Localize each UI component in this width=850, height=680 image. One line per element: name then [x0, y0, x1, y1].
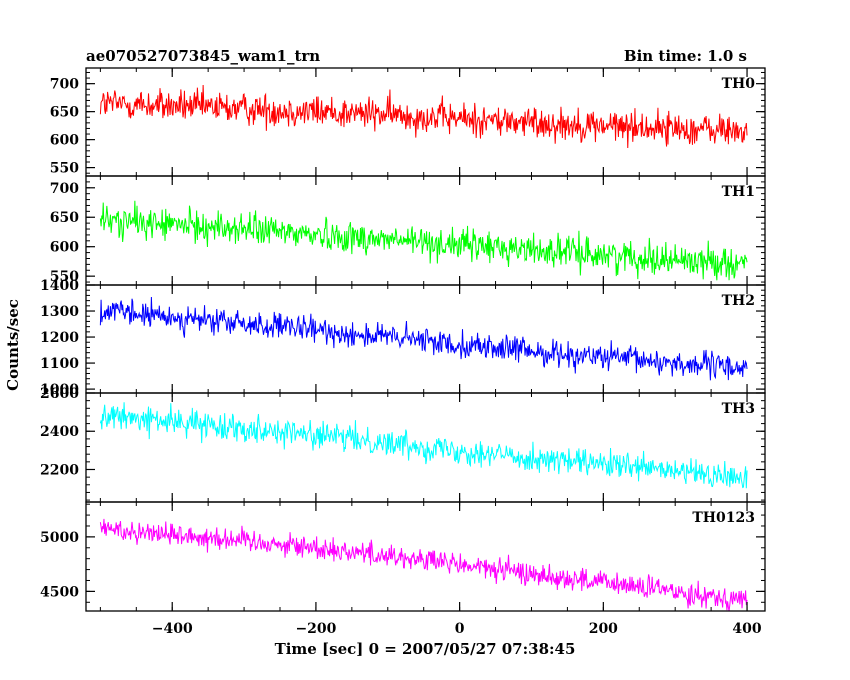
y-tick-label: 700: [50, 181, 79, 197]
chart-title: ae070527073845_wam1_trn: [86, 47, 320, 65]
y-tick-label: 1400: [40, 278, 79, 294]
series-line-th1: [99, 200, 748, 281]
x-tick-label: −200: [295, 621, 336, 637]
panel-th3: 2200 2400 2600 TH3: [40, 386, 766, 503]
x-tick-label: 0: [455, 621, 465, 637]
y-tick-label: 2600: [40, 386, 79, 402]
x-tick-label: −400: [152, 621, 193, 637]
bin-time-label: Bin time: 1.0 s: [624, 47, 747, 65]
panel-frame: [85, 392, 766, 503]
y-tick-label: 1300: [40, 304, 79, 320]
y-tick-label: 550: [50, 161, 79, 177]
panel-label-th3: TH3: [722, 401, 755, 417]
x-axis-label: Time [sec] 0 = 2007/05/27 07:38:45: [275, 640, 576, 658]
y-tick-label: 700: [50, 77, 79, 93]
y-tick-label: 650: [50, 105, 79, 121]
panel-label-th0: TH0: [722, 76, 756, 92]
y-tick-label: 600: [50, 133, 79, 149]
y-tick-label: 600: [50, 240, 79, 256]
y-tick-label: 1200: [40, 330, 79, 346]
series-line-th0: [99, 85, 748, 148]
panel-label-th1: TH1: [722, 184, 755, 200]
y-tick-label: 5000: [40, 530, 79, 546]
y-tick-label: 2400: [40, 424, 79, 440]
panel-frame: [85, 175, 766, 286]
y-tick-label: 650: [50, 210, 79, 226]
y-tick-label: 1100: [40, 356, 79, 372]
panel-th2: 1000 1100 1200 1300 1400 TH2: [40, 278, 766, 398]
series-line-th3: [99, 402, 748, 489]
y-tick-label: 2200: [40, 462, 79, 478]
x-tick-label: 200: [589, 621, 618, 637]
series-line-th2: [99, 297, 748, 381]
x-tick-label: 400: [732, 621, 761, 637]
y-axis-label: Counts/sec: [4, 299, 22, 391]
panel-th1: 550 600 650 700 TH1: [50, 175, 766, 286]
series-line-th0123: [99, 518, 748, 611]
panel-frame: [85, 501, 766, 612]
y-tick-label: 550: [50, 269, 79, 285]
y-tick-label: 4500: [40, 584, 79, 600]
panel-label-th0123: TH0123: [692, 510, 755, 526]
panel-th0123: 4500 5000 TH0123: [40, 501, 766, 612]
panel-th0: 550 600 650 700 TH0: [50, 67, 766, 177]
panel-label-th2: TH2: [722, 293, 755, 309]
y-tick-label: 1000: [40, 382, 79, 398]
plot-layer: 550 600 650 700 TH0 550 600 650 700 TH1 1000 1100 12…: [40, 67, 766, 637]
